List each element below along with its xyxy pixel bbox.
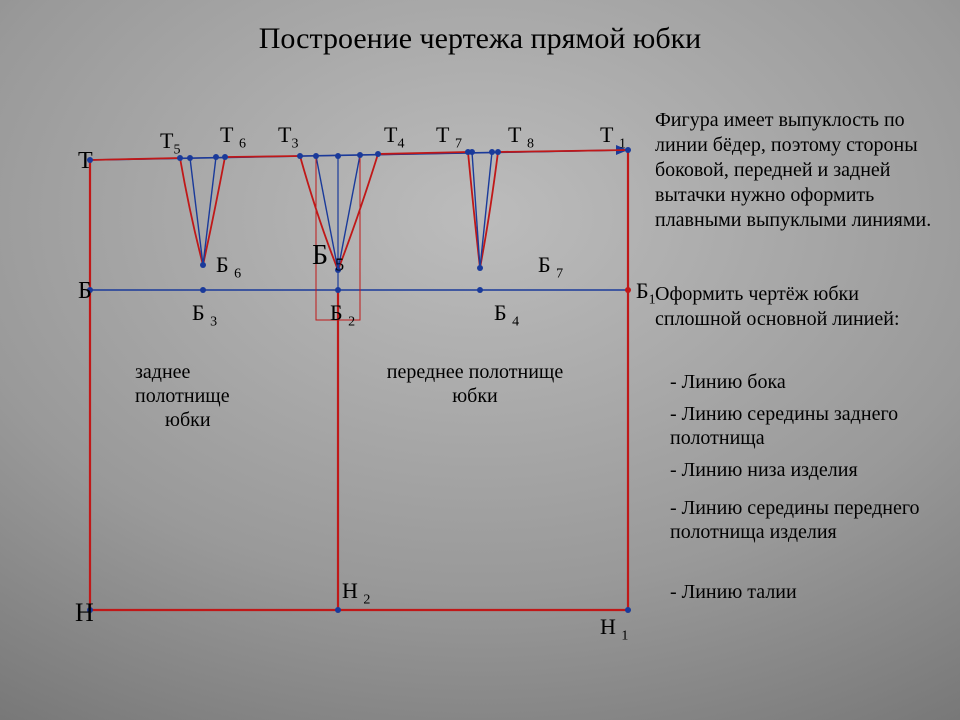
list-item-4: - Линию середины переднего полотнища изд… bbox=[670, 496, 945, 544]
label-B3: Б 3 bbox=[192, 300, 217, 330]
label-B7: Б 7 bbox=[538, 252, 563, 282]
label-T4: Т4 bbox=[384, 122, 404, 152]
list-item-5: - Линию талии bbox=[670, 580, 945, 604]
label-B4: Б 4 bbox=[494, 300, 519, 330]
caption-front: переднее полотнищеюбки bbox=[360, 360, 590, 408]
label-T: Т bbox=[78, 148, 93, 175]
label-T7: Т 7 bbox=[436, 122, 462, 152]
label-B1: Б1 bbox=[636, 278, 656, 308]
label-T1: Т 1 bbox=[600, 122, 626, 152]
label-B: Б bbox=[78, 278, 92, 305]
para-outline: Оформить чертёж юбки сплошной основной л… bbox=[655, 282, 950, 332]
caption-back: заднееполотнище юбки bbox=[135, 360, 295, 432]
list-item-3: - Линию низа изделия bbox=[670, 458, 945, 482]
label-N1: Н 1 bbox=[600, 614, 628, 644]
label-B5: Б 5 bbox=[312, 240, 344, 276]
label-T8: Т 8 bbox=[508, 122, 534, 152]
label-T6: Т 6 bbox=[220, 122, 246, 152]
label-B6: Б 6 bbox=[216, 252, 241, 282]
label-T5: Т5 bbox=[160, 128, 180, 158]
list-item-2: - Линию середины заднего полотнища bbox=[670, 402, 945, 450]
list-item-1: - Линию бока bbox=[670, 370, 945, 394]
label-B2: Б 2 bbox=[330, 300, 355, 330]
label-N: Н bbox=[75, 598, 94, 628]
para-convex: Фигура имеет выпуклость по линии бёдер, … bbox=[655, 108, 950, 233]
label-T3: Т3 bbox=[278, 122, 298, 152]
label-N2: Н 2 bbox=[342, 578, 370, 608]
